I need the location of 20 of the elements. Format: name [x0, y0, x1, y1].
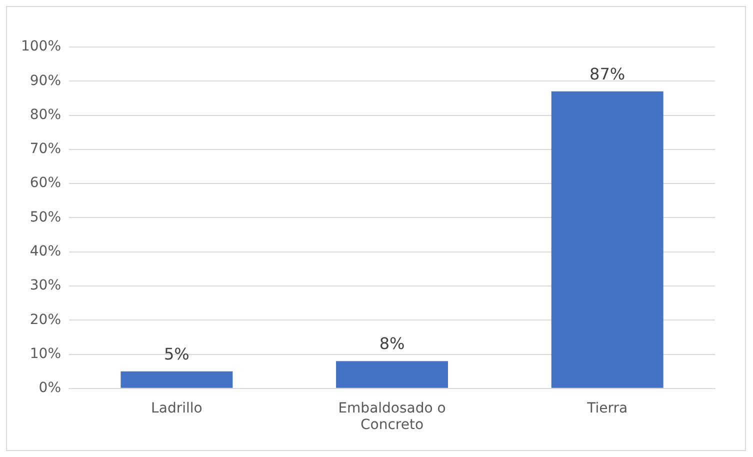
- bar: [336, 361, 448, 388]
- y-tick-label: 20%: [30, 312, 62, 328]
- data-label: 8%: [379, 334, 405, 354]
- y-tick-label: 80%: [30, 106, 62, 123]
- y-tick-label: 30%: [30, 278, 62, 294]
- bar: [551, 91, 664, 388]
- y-tick-label: 10%: [30, 346, 62, 362]
- y-tick-label: 50%: [30, 209, 62, 226]
- y-tick-label: 60%: [30, 175, 62, 192]
- x-tick-label: Ladrillo: [151, 400, 202, 416]
- y-tick-label: 90%: [30, 72, 62, 89]
- data-label: 87%: [590, 64, 626, 84]
- y-tick-label: 0%: [38, 380, 62, 396]
- data-label: 5%: [164, 344, 190, 364]
- y-tick-label: 40%: [30, 243, 62, 260]
- y-tick-label: 100%: [20, 38, 62, 55]
- x-tick-label: Embaldosado o Concreto: [338, 400, 446, 434]
- x-tick-label: Tierra: [586, 400, 628, 416]
- bar: [120, 371, 233, 388]
- y-tick-label: 70%: [30, 141, 62, 158]
